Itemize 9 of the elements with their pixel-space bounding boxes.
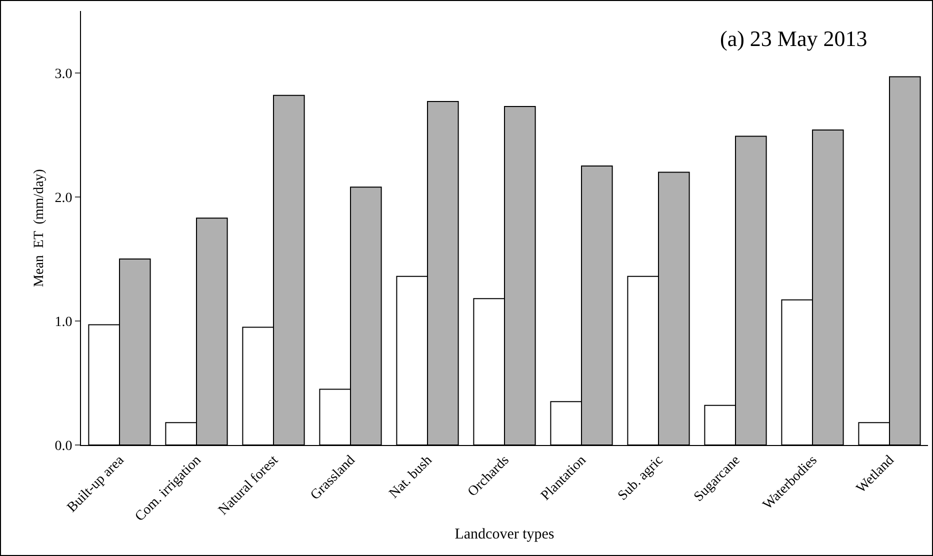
y-tick-label: 3.0 [54,66,72,82]
y-tick-label: 1.0 [54,314,72,330]
x-tick-label: Sub. agric [616,452,666,504]
y-axis-title: Mean ET (mm/day) [32,168,47,287]
y-tick-label: 2.0 [54,190,72,206]
x-tick-label: Nat. bush [386,452,436,502]
annotation: (a) 23 May 2013 [720,26,868,51]
x-axis-title: Landcover types [454,526,554,543]
y-tick-label: 0.0 [54,438,72,454]
